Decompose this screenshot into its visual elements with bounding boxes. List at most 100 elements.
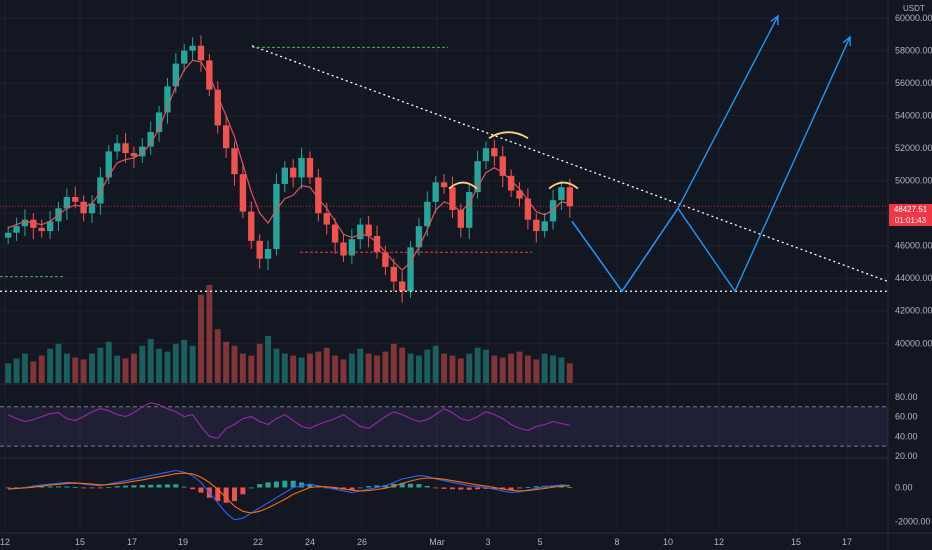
time-tick-label: 5: [537, 537, 542, 547]
candle-body: [533, 219, 540, 232]
time-tick-label: Mar: [429, 537, 445, 547]
volume-bar: [499, 357, 506, 383]
price-tick-label: 52000.00: [895, 143, 932, 153]
moving-average-line: [7, 59, 570, 271]
volume-bar: [533, 359, 540, 383]
macd-tick-label: 0.00: [895, 483, 913, 493]
volume-bar: [466, 353, 473, 383]
candle: [197, 35, 205, 72]
volume-bar: [147, 338, 154, 383]
candle-body: [113, 143, 121, 152]
macd-histogram-bar: [433, 487, 439, 489]
candle: [541, 212, 548, 238]
pattern-arc: [448, 181, 478, 190]
candle-body: [449, 187, 456, 210]
macd-histogram-bar: [466, 487, 472, 490]
macd-histogram-bar: [299, 482, 305, 488]
candle: [415, 217, 423, 256]
overlays: [0, 14, 889, 293]
macd-histogram-bar: [14, 487, 20, 489]
volume-bar: [516, 351, 523, 383]
candle-body: [357, 224, 364, 240]
pattern-arc: [488, 131, 529, 139]
candle: [256, 234, 263, 269]
macd-histogram-bar: [114, 486, 120, 488]
candle-body: [264, 248, 272, 259]
volume-bar: [332, 355, 339, 383]
volume-bar: [231, 345, 238, 383]
candle-body: [558, 187, 565, 201]
macd-histogram-bar: [349, 487, 355, 490]
volume-bar: [550, 355, 556, 383]
macd-histogram-bar: [64, 486, 70, 488]
time-tick-label: 26: [357, 537, 367, 547]
macd-histogram-bar: [399, 483, 405, 488]
time-axis[interactable]: 12 15 17 19 22 24 26 Mar 3 5 8 10 12 15 17: [0, 532, 932, 547]
candle: [214, 81, 221, 134]
candle-body: [222, 125, 230, 149]
volume-bar: [130, 353, 137, 383]
candle: [382, 245, 389, 275]
macd-histogram-bar: [131, 485, 137, 488]
volume-bar: [298, 357, 305, 383]
volume-bar: [382, 351, 389, 383]
rsi-tick-label: 40.00: [895, 431, 918, 441]
candle-body: [415, 226, 423, 248]
volume-bar: [273, 348, 280, 383]
time-tick-label: 17: [842, 537, 852, 547]
candle: [306, 151, 314, 184]
volume-bar: [80, 359, 87, 383]
macd-histogram-bar: [475, 487, 481, 490]
last-price-value: 48427.51: [893, 205, 928, 214]
candle-body: [164, 86, 171, 113]
volume-bar: [89, 353, 95, 383]
volume-bar: [415, 355, 422, 383]
time-tick-label: 22: [253, 537, 263, 547]
candle: [440, 173, 448, 194]
volume-bar: [315, 351, 322, 383]
macd-histogram-bar: [164, 484, 170, 488]
candle: [189, 37, 196, 61]
candle-body: [172, 63, 180, 87]
candle: [298, 147, 305, 189]
volume-bar: [55, 343, 62, 383]
candle-body: [231, 148, 238, 175]
price-tick-label: 60000.00: [895, 13, 932, 23]
candle-body: [340, 242, 347, 256]
pattern-arc: [548, 181, 579, 190]
volume-bar: [432, 345, 439, 383]
time-tick-label: 12: [714, 537, 724, 547]
macd-histogram-bar: [290, 480, 296, 488]
arrow-head: [770, 14, 779, 26]
macd-histogram-bar: [567, 487, 573, 488]
candle-body: [432, 182, 439, 202]
candle: [164, 77, 171, 124]
projection-path-b: [571, 36, 851, 293]
candle: [130, 146, 138, 168]
volume-bar: [449, 355, 456, 383]
volume-bar: [198, 294, 204, 383]
volume-bar: [47, 348, 54, 383]
volume-bar: [181, 339, 188, 383]
candle-body: [38, 227, 45, 232]
time-tick-label: 17: [127, 537, 137, 547]
volume-bar: [63, 353, 70, 383]
macd-histogram-bar: [508, 487, 514, 490]
candle: [331, 218, 339, 254]
candle: [499, 145, 506, 188]
candle-body: [130, 153, 138, 157]
candle: [390, 258, 397, 292]
macd-histogram-bar: [357, 487, 363, 489]
candle: [155, 105, 163, 142]
candle-body: [214, 89, 221, 126]
candle-body: [390, 266, 397, 282]
volume-bar: [13, 358, 20, 383]
candle-body: [181, 50, 188, 64]
candle: [290, 159, 297, 188]
macd-histogram-bar: [424, 485, 430, 488]
macd-histogram-bar: [248, 487, 254, 489]
candle-body: [290, 167, 297, 178]
candle-body: [516, 190, 523, 199]
price-tick-label: 54000.00: [895, 111, 932, 121]
macd-histogram-bar: [491, 487, 497, 490]
